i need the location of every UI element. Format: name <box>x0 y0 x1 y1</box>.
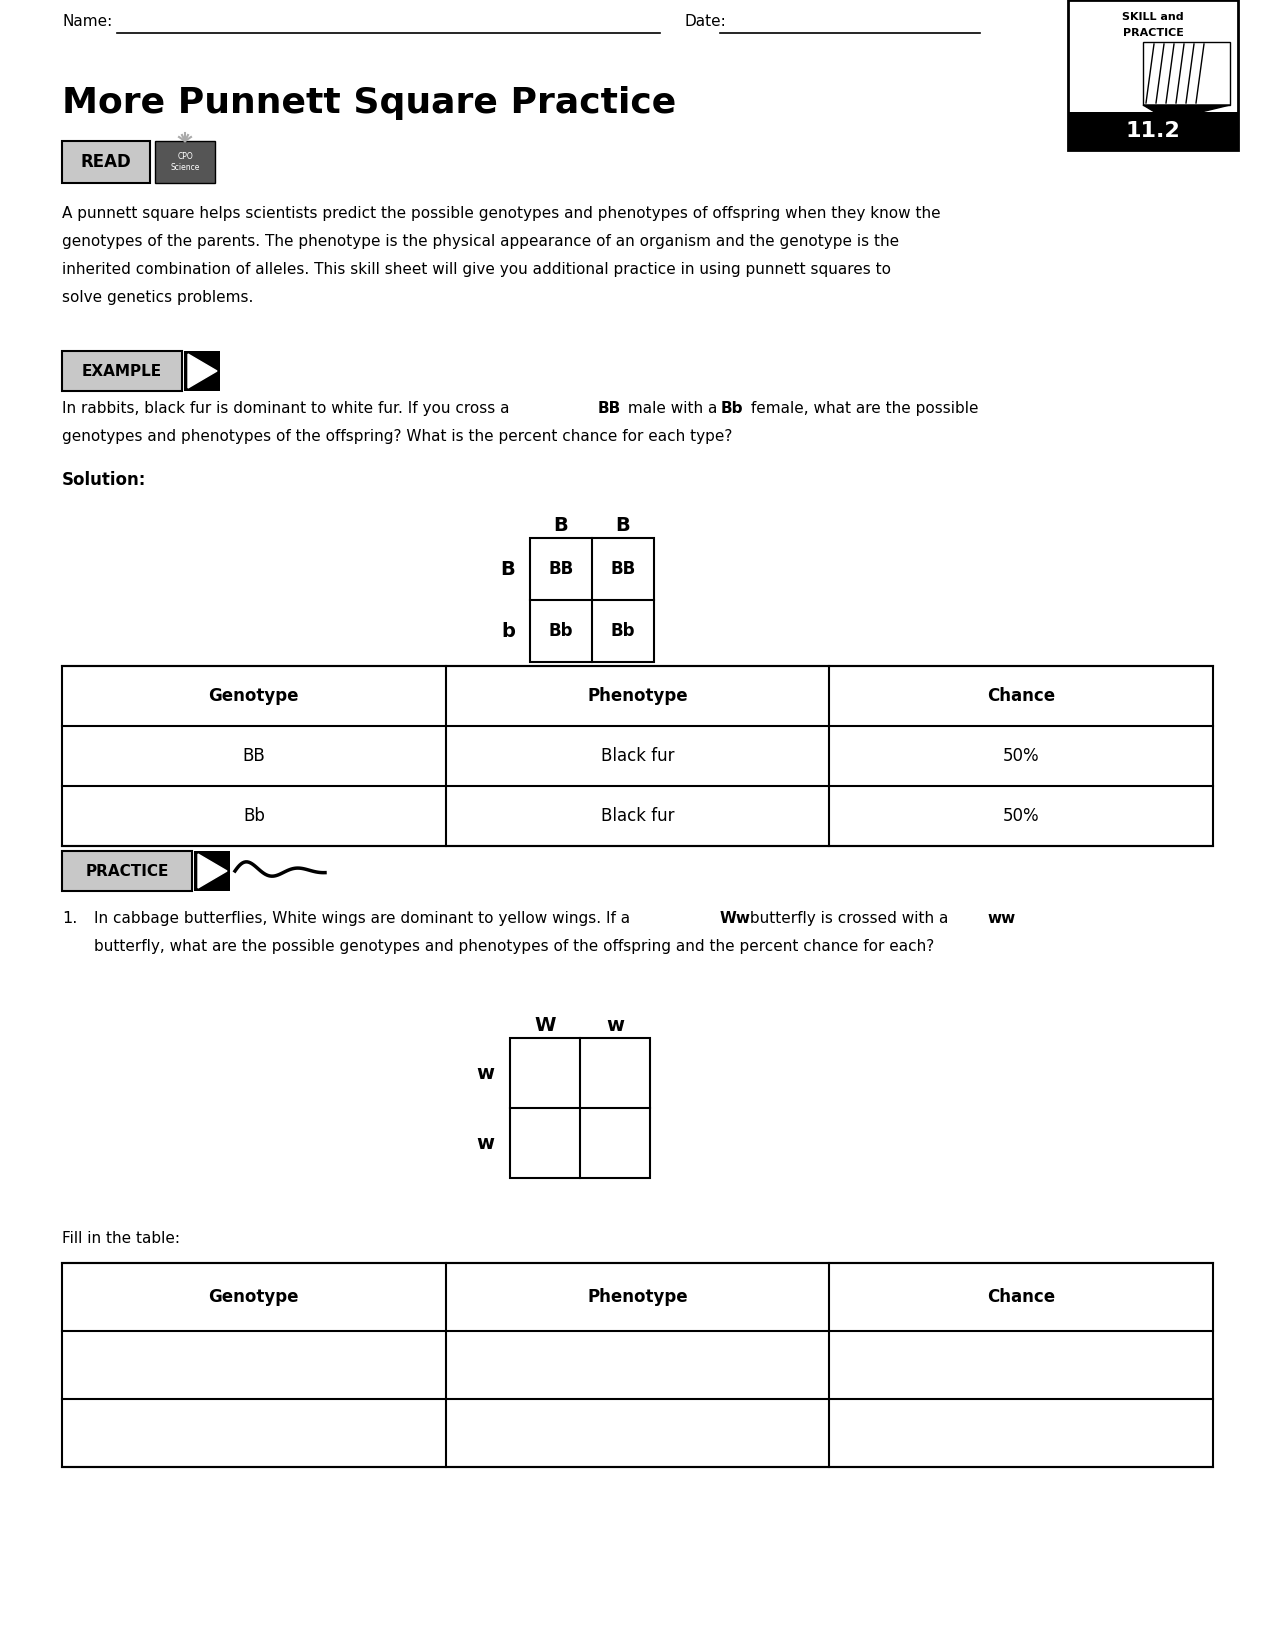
Bar <box>194 850 229 892</box>
Text: Bb: Bb <box>720 401 743 416</box>
Text: butterfly is crossed with a: butterfly is crossed with a <box>745 911 954 926</box>
Text: Black fur: Black fur <box>601 807 674 826</box>
Text: Bb: Bb <box>244 807 265 826</box>
Text: 50%: 50% <box>1003 746 1039 764</box>
Text: BB: BB <box>598 401 621 416</box>
Text: In cabbage butterflies, White wings are dominant to yellow wings. If a: In cabbage butterflies, White wings are … <box>94 911 635 926</box>
Text: BB: BB <box>611 560 636 578</box>
Text: Ww: Ww <box>720 911 751 926</box>
Bar <box>62 850 193 892</box>
Text: Black fur: Black fur <box>601 746 674 764</box>
Polygon shape <box>1142 41 1230 106</box>
Bar <box>62 140 150 183</box>
Bar <box>1068 0 1238 150</box>
Text: READ: READ <box>80 154 131 172</box>
Bar <box>156 140 215 183</box>
Text: Bb: Bb <box>548 622 574 641</box>
Text: W: W <box>534 1015 556 1035</box>
Text: male with a: male with a <box>623 401 722 416</box>
Bar <box>530 538 654 662</box>
Text: Genotype: Genotype <box>209 1288 300 1306</box>
Text: solve genetics problems.: solve genetics problems. <box>62 291 254 305</box>
Text: BB: BB <box>548 560 574 578</box>
Bar <box>62 352 182 391</box>
Text: CPO
Science: CPO Science <box>171 152 200 172</box>
Text: w: w <box>476 1063 493 1083</box>
Text: Name:: Name: <box>62 13 112 30</box>
Text: Genotype: Genotype <box>209 687 300 705</box>
Text: 11.2: 11.2 <box>1126 121 1181 140</box>
Text: SKILL and: SKILL and <box>1122 12 1183 21</box>
Text: Date:: Date: <box>685 13 727 30</box>
Text: Fill in the table:: Fill in the table: <box>62 1232 180 1247</box>
Polygon shape <box>187 353 217 388</box>
Polygon shape <box>198 854 227 888</box>
Text: PRACTICE: PRACTICE <box>85 863 168 878</box>
Text: genotypes of the parents. The phenotype is the physical appearance of an organis: genotypes of the parents. The phenotype … <box>62 234 899 249</box>
Text: ww: ww <box>987 911 1015 926</box>
Text: More Punnett Square Practice: More Punnett Square Practice <box>62 86 676 121</box>
Text: A punnett square helps scientists predict the possible genotypes and phenotypes : A punnett square helps scientists predic… <box>62 206 941 221</box>
Text: w: w <box>476 1134 493 1152</box>
Text: butterfly, what are the possible genotypes and phenotypes of the offspring and t: butterfly, what are the possible genotyp… <box>94 939 935 954</box>
Text: b: b <box>501 621 515 641</box>
Text: BB: BB <box>242 746 265 764</box>
Text: w: w <box>606 1015 623 1035</box>
Bar <box>1068 112 1238 150</box>
Bar <box>62 665 1213 845</box>
Text: inherited combination of alleles. This skill sheet will give you additional prac: inherited combination of alleles. This s… <box>62 263 891 277</box>
Text: 1.: 1. <box>62 911 78 926</box>
Text: Phenotype: Phenotype <box>588 1288 687 1306</box>
Text: genotypes and phenotypes of the offspring? What is the percent chance for each t: genotypes and phenotypes of the offsprin… <box>62 429 732 444</box>
Text: B: B <box>616 517 630 535</box>
Polygon shape <box>1142 106 1230 121</box>
Text: Phenotype: Phenotype <box>588 687 687 705</box>
Text: Chance: Chance <box>987 687 1056 705</box>
Text: PRACTICE: PRACTICE <box>1122 28 1183 38</box>
Text: female, what are the possible: female, what are the possible <box>746 401 978 416</box>
Bar <box>62 1263 1213 1468</box>
Text: 50%: 50% <box>1003 807 1039 826</box>
Bar <box>184 352 221 391</box>
Text: Chance: Chance <box>987 1288 1056 1306</box>
Bar <box>510 1038 650 1179</box>
Text: In rabbits, black fur is dominant to white fur. If you cross a: In rabbits, black fur is dominant to whi… <box>62 401 514 416</box>
Text: EXAMPLE: EXAMPLE <box>82 363 162 378</box>
Text: Solution:: Solution: <box>62 471 147 489</box>
Text: B: B <box>501 560 515 578</box>
Text: Bb: Bb <box>611 622 635 641</box>
Text: B: B <box>553 517 569 535</box>
